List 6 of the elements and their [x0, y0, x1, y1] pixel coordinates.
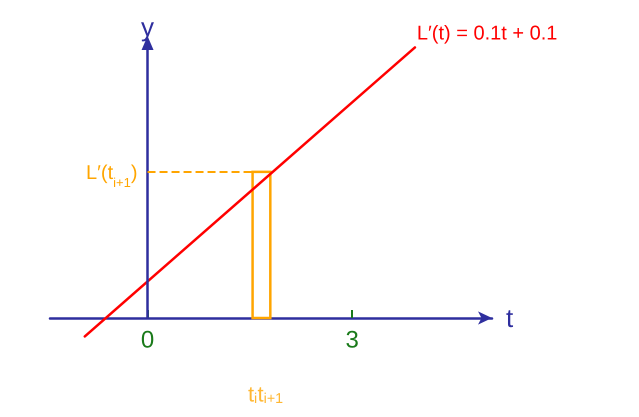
x-axis-title: t	[506, 303, 514, 333]
series-label: L′(t) = 0.1t + 0.1	[416, 22, 558, 44]
x-tick-label: 0	[140, 326, 154, 354]
x-tick-label: 3	[345, 326, 359, 354]
ref-line-label: L′(t$_{i+1}$)	[86, 162, 138, 190]
y-axis-title: y	[141, 12, 154, 42]
